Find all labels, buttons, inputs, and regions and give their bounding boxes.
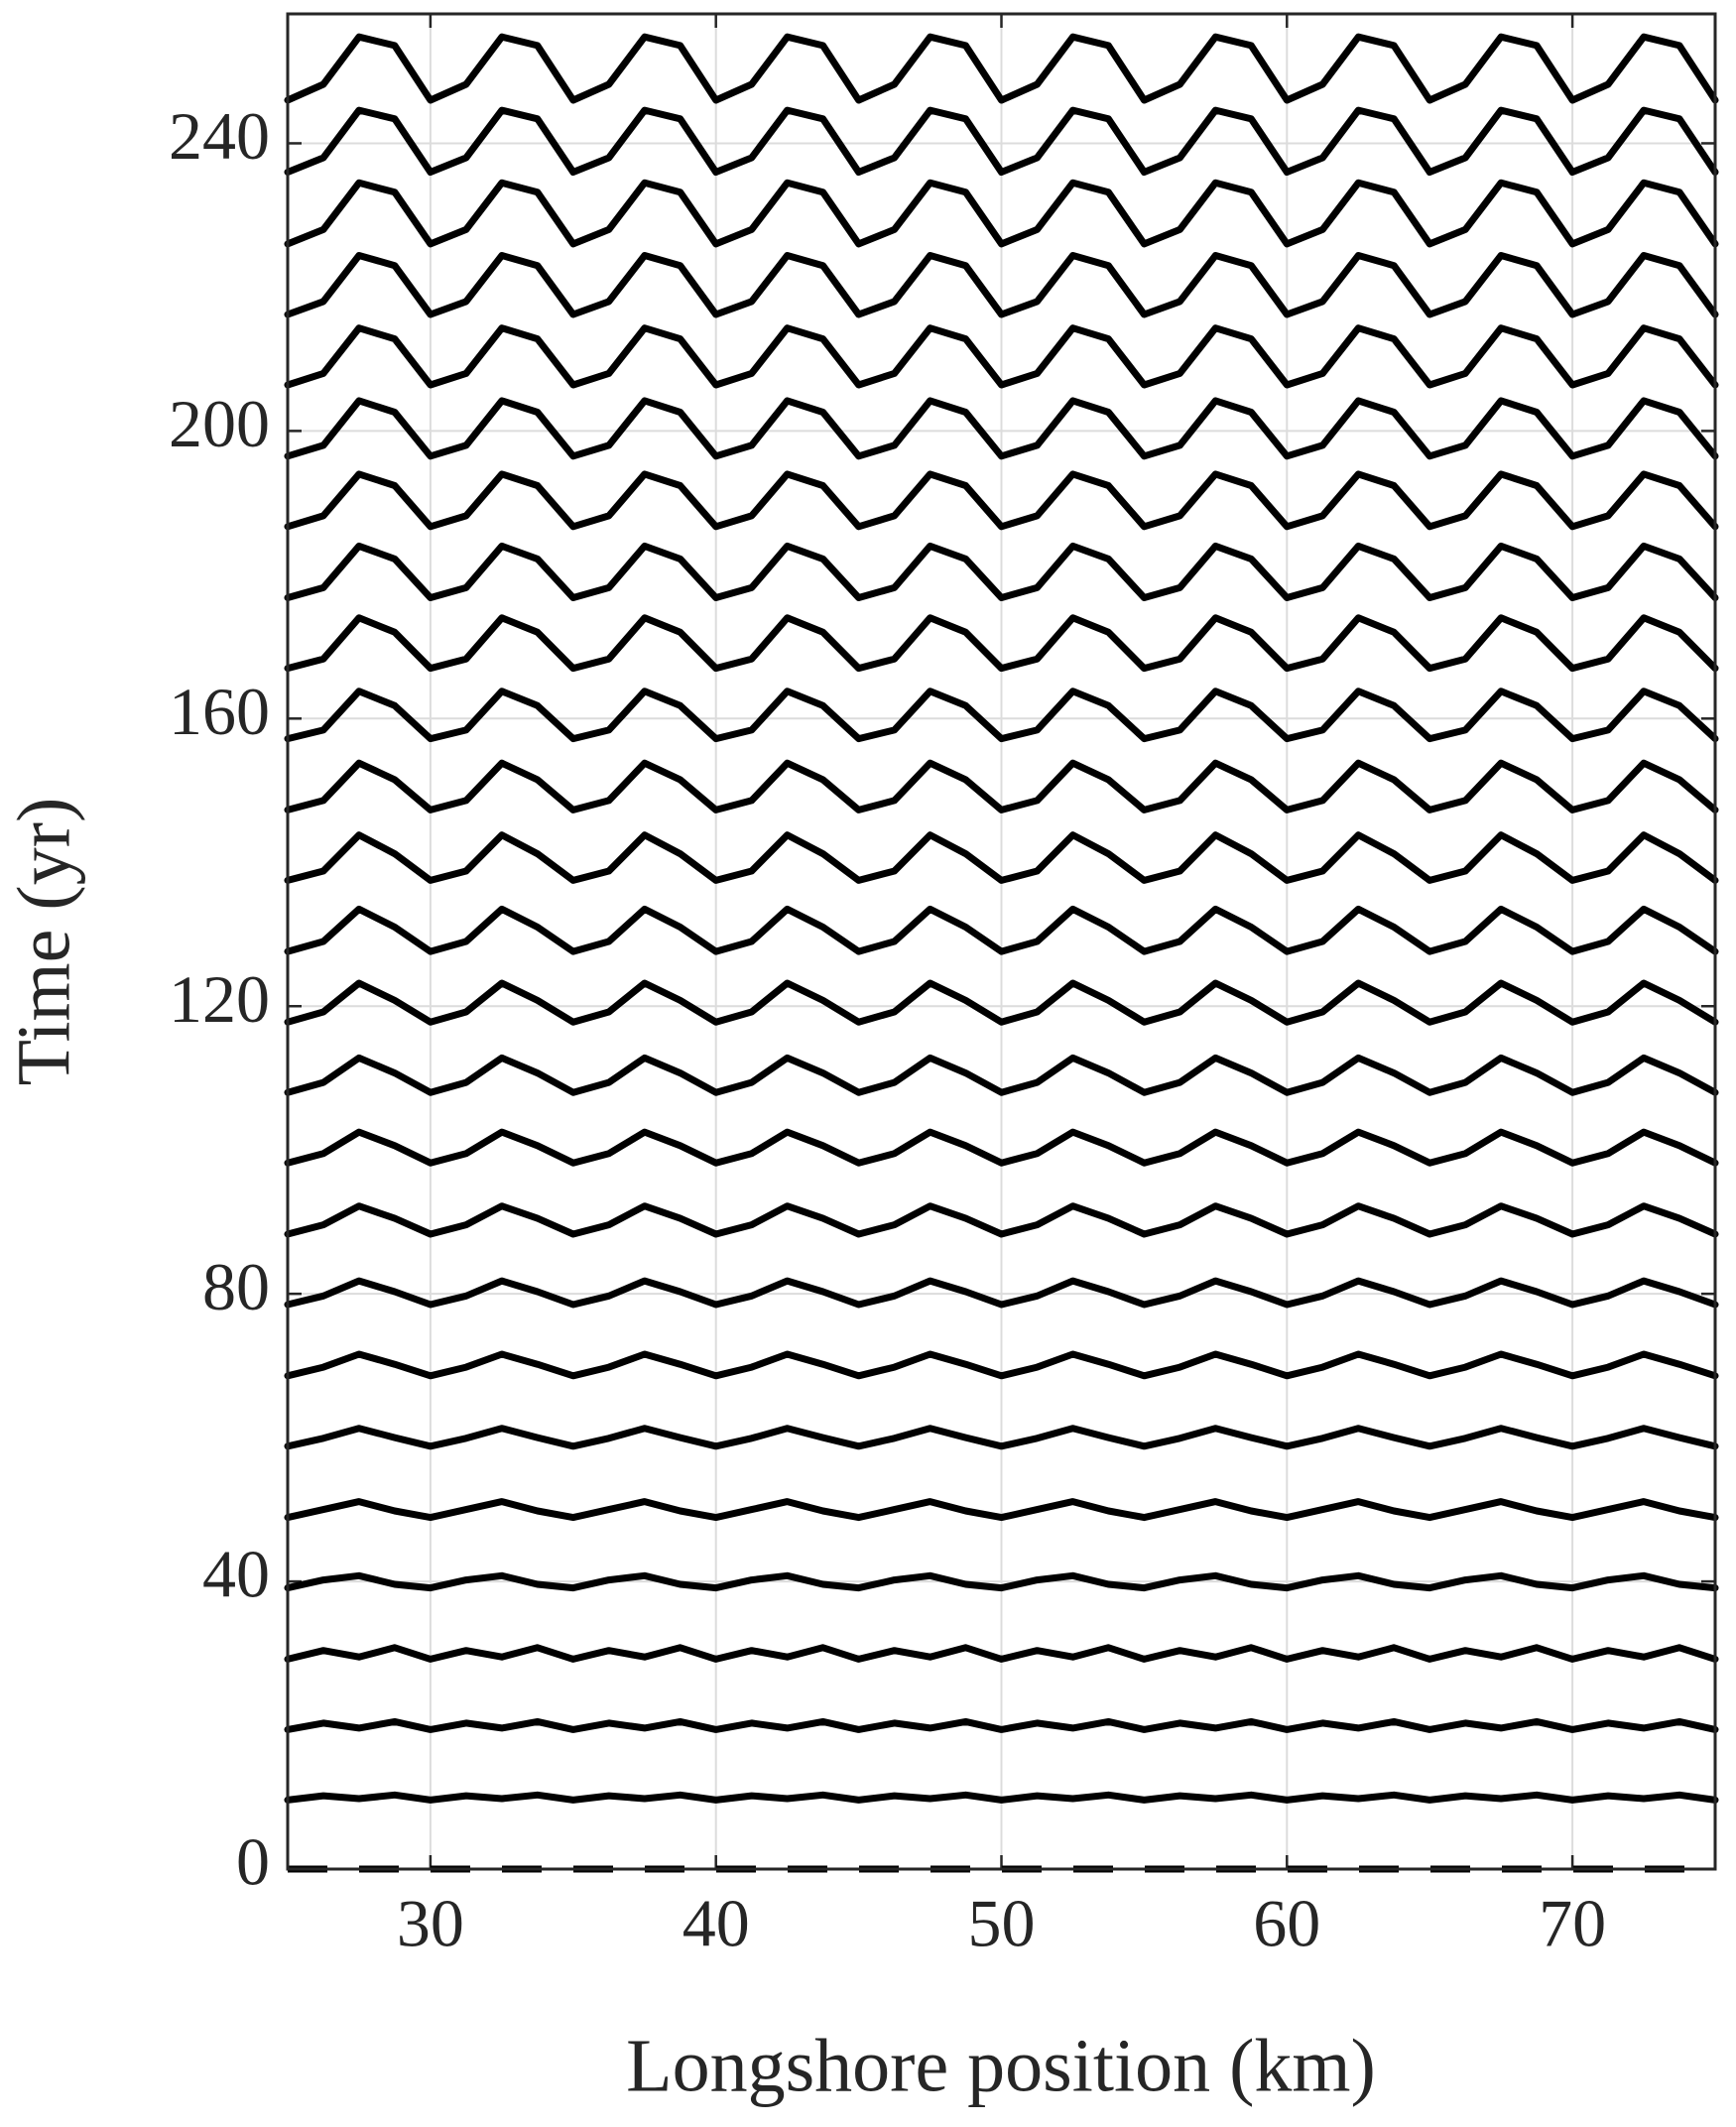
series-line (284, 1644, 1719, 1663)
series-line (284, 324, 1719, 389)
series-line (284, 252, 1719, 318)
series-line (284, 179, 1719, 248)
series-line (284, 1717, 1719, 1733)
series-line (284, 1128, 1719, 1167)
y-tick-label: 160 (169, 674, 270, 749)
x-axis-label: Longshore position (km) (626, 2024, 1376, 2107)
x-tick-label: 70 (1539, 1886, 1606, 1961)
series-line (284, 33, 1719, 104)
series-line (284, 759, 1719, 813)
series-line (284, 1350, 1719, 1380)
series-line (284, 979, 1719, 1026)
series-line (284, 1498, 1719, 1522)
y-tick-label: 0 (236, 1824, 270, 1900)
y-tick-label: 240 (169, 98, 270, 174)
series-line (284, 1202, 1719, 1238)
series-line (284, 470, 1719, 531)
series-line (284, 1791, 1719, 1804)
plot-frame (286, 12, 1717, 1871)
series-line (284, 614, 1719, 673)
series-line (284, 1571, 1719, 1592)
series-line (284, 106, 1719, 176)
y-tick-label: 80 (202, 1249, 270, 1324)
series-line (284, 688, 1719, 743)
x-tick-label: 50 (968, 1886, 1036, 1961)
x-tick-label: 60 (1253, 1886, 1320, 1961)
y-tick-label: 40 (202, 1537, 270, 1612)
y-tick-label: 200 (169, 386, 270, 461)
x-tick-label: 30 (397, 1886, 464, 1961)
series-line (284, 1425, 1719, 1450)
series-line (284, 905, 1719, 955)
series-line (284, 397, 1719, 460)
y-axis-label: Time (yr) (2, 798, 85, 1086)
series-line (284, 1277, 1719, 1309)
series-line (284, 1054, 1719, 1096)
series-line (284, 542, 1719, 601)
series-line (284, 831, 1719, 884)
y-tick-label: 120 (169, 961, 270, 1037)
x-tick-label: 40 (682, 1886, 750, 1961)
